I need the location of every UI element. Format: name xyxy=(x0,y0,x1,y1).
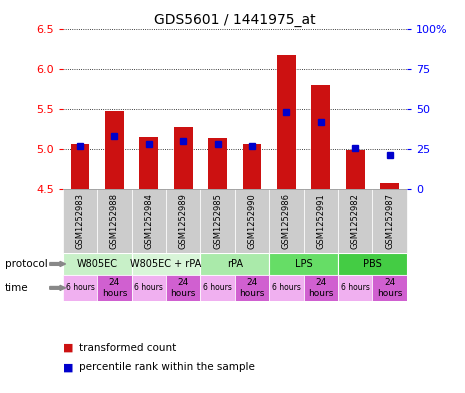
Text: protocol: protocol xyxy=(5,259,47,269)
Text: GSM1252990: GSM1252990 xyxy=(247,193,257,249)
Bar xyxy=(312,85,330,189)
Text: GSM1252989: GSM1252989 xyxy=(179,193,188,249)
Bar xyxy=(105,111,124,189)
Text: PBS: PBS xyxy=(363,259,382,269)
Bar xyxy=(71,144,89,189)
Text: time: time xyxy=(5,283,28,293)
Text: W805EC: W805EC xyxy=(77,259,118,269)
Text: GSM1252985: GSM1252985 xyxy=(213,193,222,249)
Text: 24
hours: 24 hours xyxy=(102,278,127,298)
Bar xyxy=(235,275,269,301)
Text: 6 hours: 6 hours xyxy=(134,283,163,292)
Bar xyxy=(166,189,200,253)
Bar xyxy=(132,253,200,275)
Text: 6 hours: 6 hours xyxy=(272,283,301,292)
Bar xyxy=(63,253,132,275)
Bar xyxy=(208,138,227,189)
Bar xyxy=(338,253,407,275)
Text: 6 hours: 6 hours xyxy=(203,283,232,292)
Bar xyxy=(200,189,235,253)
Bar xyxy=(304,275,338,301)
Bar xyxy=(97,189,132,253)
Text: GSM1252988: GSM1252988 xyxy=(110,193,119,249)
Bar xyxy=(304,189,338,253)
Text: LPS: LPS xyxy=(295,259,312,269)
Text: W805EC + rPA: W805EC + rPA xyxy=(130,259,202,269)
Bar xyxy=(97,275,132,301)
Bar xyxy=(132,189,166,253)
Text: ■: ■ xyxy=(63,362,73,373)
Bar xyxy=(277,55,296,189)
Bar xyxy=(63,275,97,301)
Text: 24
hours: 24 hours xyxy=(377,278,402,298)
Bar xyxy=(338,189,372,253)
Bar xyxy=(269,253,338,275)
Bar xyxy=(200,253,269,275)
Text: percentile rank within the sample: percentile rank within the sample xyxy=(79,362,255,373)
Text: GSM1252984: GSM1252984 xyxy=(144,193,153,249)
Bar xyxy=(338,275,372,301)
Text: ■: ■ xyxy=(63,343,73,353)
Text: GSM1252987: GSM1252987 xyxy=(385,193,394,249)
Bar xyxy=(166,275,200,301)
Text: GSM1252982: GSM1252982 xyxy=(351,193,360,249)
Bar xyxy=(174,127,193,189)
Bar xyxy=(372,275,407,301)
Text: transformed count: transformed count xyxy=(79,343,176,353)
Bar xyxy=(269,275,304,301)
Text: 24
hours: 24 hours xyxy=(239,278,265,298)
Bar xyxy=(140,137,158,189)
Text: 6 hours: 6 hours xyxy=(341,283,370,292)
Text: GSM1252983: GSM1252983 xyxy=(75,193,85,249)
Bar xyxy=(380,184,399,189)
Bar xyxy=(346,150,365,189)
Bar xyxy=(372,189,407,253)
Bar xyxy=(63,189,97,253)
Bar xyxy=(243,144,261,189)
Text: 24
hours: 24 hours xyxy=(308,278,333,298)
Text: GSM1252986: GSM1252986 xyxy=(282,193,291,249)
Bar xyxy=(200,275,235,301)
Bar xyxy=(235,189,269,253)
Title: GDS5601 / 1441975_at: GDS5601 / 1441975_at xyxy=(154,13,316,27)
Bar xyxy=(132,275,166,301)
Text: rPA: rPA xyxy=(227,259,243,269)
Bar xyxy=(269,189,304,253)
Text: 6 hours: 6 hours xyxy=(66,283,94,292)
Text: 24
hours: 24 hours xyxy=(171,278,196,298)
Text: GSM1252991: GSM1252991 xyxy=(316,193,326,249)
